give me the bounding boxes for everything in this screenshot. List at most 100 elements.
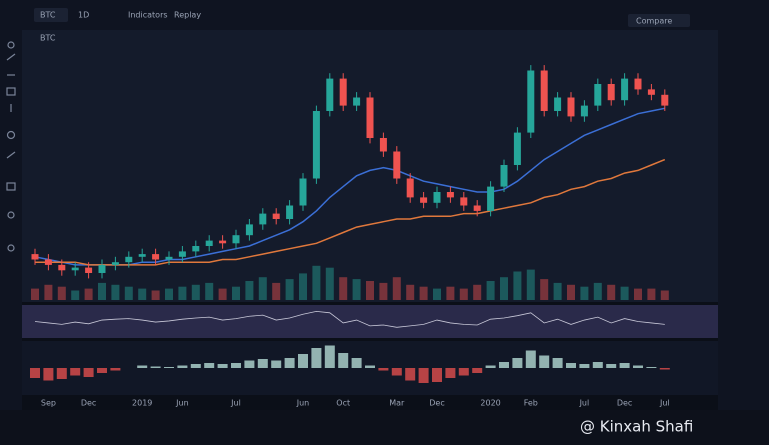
volume-bar (567, 284, 575, 300)
toolbar-button[interactable]: Indicators (128, 11, 168, 20)
candle-body (420, 197, 428, 203)
volume-bar (366, 281, 374, 300)
volume-bar (325, 267, 334, 300)
candle-body (31, 254, 39, 260)
volume-bar (486, 281, 495, 300)
macd-bar (418, 368, 429, 383)
macd-bar (97, 368, 107, 373)
symbol-box[interactable] (34, 8, 68, 22)
macd-bar (30, 368, 40, 378)
volume-bar (459, 288, 468, 300)
macd-bar (485, 365, 496, 368)
volume-bar (165, 288, 173, 300)
macd-bar (177, 365, 188, 368)
candle-body (111, 262, 119, 265)
candle-body (540, 70, 548, 111)
candle-body (366, 97, 374, 138)
candle-body (393, 151, 401, 179)
volume-bar (339, 277, 348, 300)
volume-bar (419, 286, 428, 300)
candle-body (178, 251, 186, 257)
volume-bar (44, 284, 53, 300)
x-tick-label: Oct (336, 399, 350, 408)
volume-bar (433, 288, 441, 300)
tool-icon[interactable] (7, 41, 15, 49)
macd-bar (646, 367, 657, 368)
macd-bar (378, 368, 389, 371)
tool-icon[interactable] (6, 151, 16, 159)
macd-bar (552, 358, 563, 368)
toolbar-button[interactable]: Compare (636, 17, 672, 26)
volume-bar (634, 288, 642, 300)
volume-bar (71, 290, 80, 300)
macd-bar (244, 360, 255, 368)
volume-bar (392, 277, 401, 300)
tool-icon[interactable] (7, 244, 15, 252)
candle-body (326, 78, 334, 111)
candle-body (379, 138, 387, 152)
macd-bar (432, 368, 442, 382)
macd-bar (445, 368, 456, 378)
symbol: BTC (40, 11, 56, 20)
tool-icon[interactable] (7, 211, 15, 219)
candle-body (621, 78, 629, 101)
candle-body (259, 213, 267, 225)
macd-bar (164, 367, 174, 368)
macd-bar (405, 368, 416, 381)
price-axis (718, 30, 769, 410)
volume-bar (580, 286, 589, 300)
toolbar-button[interactable]: Replay (174, 11, 201, 20)
candle-body (487, 186, 495, 211)
volume-bar (473, 284, 482, 300)
candle-body (245, 224, 253, 236)
volume-bar (500, 277, 508, 300)
tool-icon[interactable] (6, 182, 16, 191)
volume-bar (205, 282, 214, 300)
volume-bar (660, 290, 669, 300)
interval[interactable]: 1D (78, 11, 89, 20)
macd-bar (579, 364, 590, 368)
macd-bar (606, 364, 617, 368)
macd-bar (284, 358, 295, 368)
candle-body (527, 70, 535, 133)
volume-bar (647, 288, 656, 300)
x-tick-label: Jul (230, 399, 241, 408)
x-tick-label: 2020 (480, 399, 500, 408)
macd-bar (150, 366, 161, 368)
candle-body (339, 78, 347, 106)
macd-bar (458, 368, 469, 376)
volume-bar (446, 286, 455, 300)
candle-body (554, 97, 562, 111)
volume-bar (352, 279, 361, 300)
tool-icon[interactable] (6, 53, 16, 61)
tool-icon[interactable] (6, 87, 16, 96)
volume-bar (31, 288, 39, 300)
compare-box[interactable] (628, 14, 690, 27)
x-tick-label: Dec (81, 399, 96, 408)
candle-body (661, 94, 669, 106)
volume-bar (620, 286, 629, 300)
macd-bar (633, 365, 643, 368)
macd-bar (137, 365, 148, 368)
x-tick-label: Jun (175, 399, 189, 408)
candle-body (406, 178, 414, 198)
volume-bar (191, 284, 200, 300)
volume-bar (540, 279, 549, 300)
tool-icon[interactable] (6, 130, 16, 140)
candle-body (567, 97, 575, 117)
volume-bar (84, 288, 93, 300)
macd-bar (271, 360, 282, 368)
x-tick-label: Dec (617, 399, 632, 408)
candle-body (312, 111, 320, 179)
candle-body (607, 84, 615, 101)
volume-bar (607, 284, 616, 300)
left-toolbar (0, 30, 22, 410)
candle-body (353, 97, 361, 106)
macd-bar (70, 368, 81, 376)
candle-body (138, 254, 146, 257)
moving-average (35, 158, 666, 266)
candle-body (473, 205, 481, 211)
macd-bar (619, 363, 630, 368)
macd-bar (592, 362, 603, 368)
